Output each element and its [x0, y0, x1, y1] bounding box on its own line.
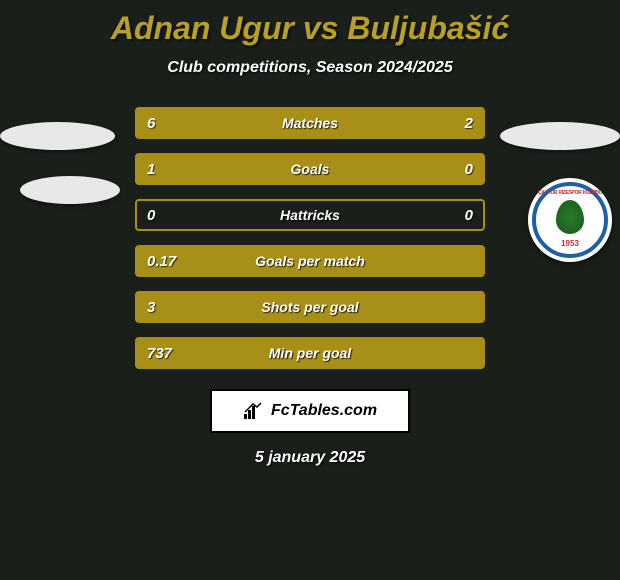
player-left-avatar-placeholder-2	[20, 176, 120, 204]
stat-fill-left	[137, 109, 397, 137]
club-logo-right: ÇAYKUR RİZESPOR KULÜBÜ 1953	[528, 178, 612, 262]
tea-leaf-icon	[556, 200, 584, 234]
stat-label: Hattricks	[280, 207, 340, 223]
stat-value-left: 0	[147, 207, 155, 224]
stat-value-left: 1	[147, 161, 155, 178]
club-logo-text: ÇAYKUR RİZESPOR KULÜBÜ	[538, 190, 602, 196]
stat-label: Goals	[291, 161, 330, 177]
chart-icon	[243, 402, 265, 420]
comparison-title: Adnan Ugur vs Buljubašić	[0, 10, 620, 47]
stat-row: 0.17 Goals per match	[135, 245, 485, 277]
club-year: 1953	[561, 239, 579, 248]
stat-value-right: 2	[465, 115, 473, 132]
stat-row: 1 0 Goals	[135, 153, 485, 185]
stat-label: Shots per goal	[261, 299, 358, 315]
player-right-avatar-placeholder	[500, 122, 620, 150]
stat-value-right: 0	[465, 207, 473, 224]
stat-label: Goals per match	[255, 253, 365, 269]
club-logo-ring: ÇAYKUR RİZESPOR KULÜBÜ 1953	[532, 182, 608, 258]
date-text: 5 january 2025	[0, 449, 620, 467]
player-left-avatar-placeholder-1	[0, 122, 115, 150]
stat-value-right: 0	[465, 161, 473, 178]
stat-value-left: 0.17	[147, 253, 176, 270]
stat-value-left: 737	[147, 345, 172, 362]
stat-row: 3 Shots per goal	[135, 291, 485, 323]
stat-label: Matches	[282, 115, 338, 131]
brand-text: FcTables.com	[271, 402, 377, 420]
subtitle: Club competitions, Season 2024/2025	[0, 59, 620, 77]
stats-list: 6 2 Matches 1 0 Goals 0 0 Hattricks 0.17 Goals per…	[135, 107, 485, 369]
brand-box: FcTables.com	[210, 389, 410, 433]
stat-row: 6 2 Matches	[135, 107, 485, 139]
stat-row: 737 Min per goal	[135, 337, 485, 369]
stat-label: Min per goal	[269, 345, 351, 361]
stat-row: 0 0 Hattricks	[135, 199, 485, 231]
stat-value-left: 6	[147, 115, 155, 132]
stat-value-left: 3	[147, 299, 155, 316]
